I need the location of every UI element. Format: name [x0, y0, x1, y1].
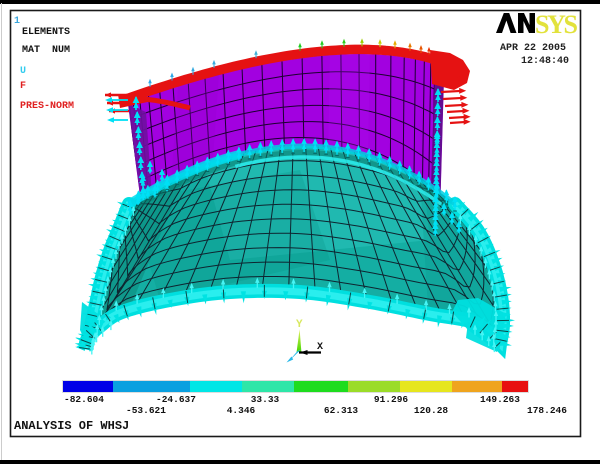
svg-text:149.263: 149.263: [480, 394, 520, 405]
svg-text:-53.621: -53.621: [126, 405, 166, 416]
svg-text:4.346: 4.346: [227, 405, 256, 416]
svg-text:62.313: 62.313: [324, 405, 359, 416]
svg-text:U: U: [20, 66, 26, 77]
svg-text:178.246: 178.246: [527, 405, 567, 416]
svg-text:120.28: 120.28: [414, 405, 449, 416]
svg-text:PRES-NORM: PRES-NORM: [20, 101, 74, 112]
svg-text:91.296: 91.296: [374, 394, 409, 405]
svg-text:12:48:40: 12:48:40: [521, 56, 569, 67]
svg-text:X: X: [317, 342, 323, 353]
svg-text:33.33: 33.33: [251, 394, 280, 405]
svg-text:APR 22 2005: APR 22 2005: [500, 43, 566, 54]
svg-text:Y: Y: [296, 319, 303, 331]
svg-text:1: 1: [14, 16, 20, 27]
svg-text:ANALYSIS OF WHSJ: ANALYSIS OF WHSJ: [14, 419, 129, 433]
svg-text:-24.637: -24.637: [156, 394, 196, 405]
svg-text:-82.604: -82.604: [64, 394, 104, 405]
svg-text:MAT NUM: MAT NUM: [22, 45, 70, 56]
svg-text:F: F: [20, 81, 26, 92]
svg-text:ELEMENTS: ELEMENTS: [22, 27, 70, 38]
svg-text:SYS: SYS: [535, 10, 578, 39]
